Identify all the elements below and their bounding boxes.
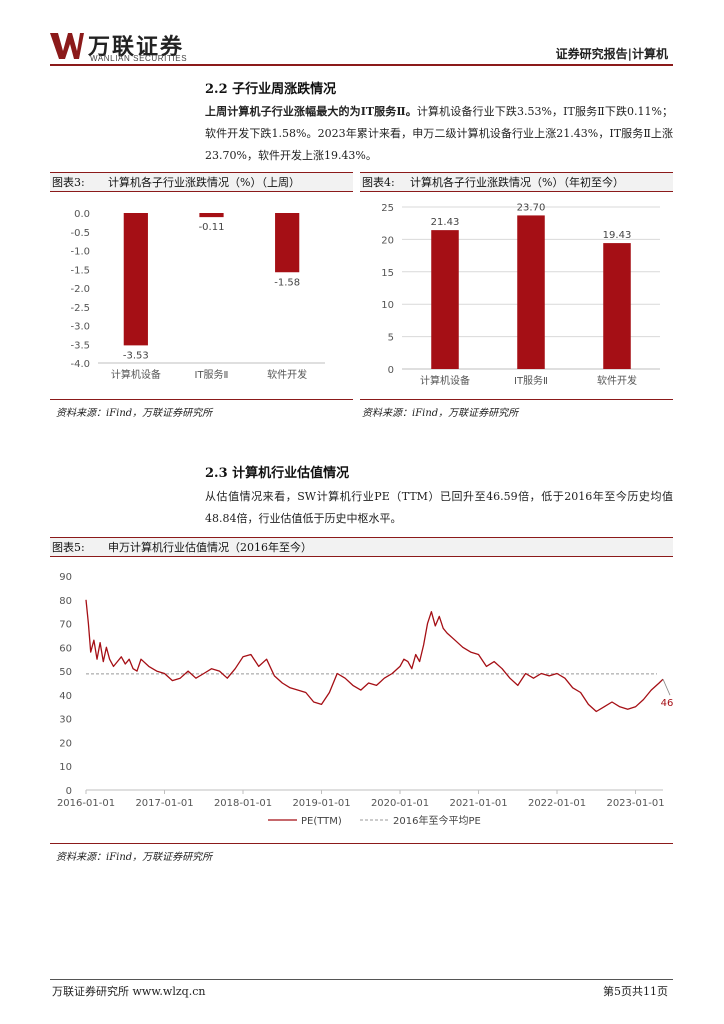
- report-tag: 证券研究报告|计算机: [555, 47, 668, 61]
- bar-value-label: -0.11: [199, 222, 225, 233]
- bar-value-label: -3.53: [123, 350, 149, 361]
- fig5-source-rule: [50, 843, 673, 844]
- legend-pe-label: PE(TTM): [301, 816, 342, 827]
- fig5-header: 图表5: 申万计算机行业估值情况（2016年至今）: [50, 537, 673, 557]
- bar-2: [275, 213, 300, 273]
- fig5-chart: 0 10 20 30 40 50 60 70 80 90 2016-01-01 2017-01-01 2…: [57, 572, 673, 827]
- bar-0: [431, 230, 459, 369]
- y-tick-label: 90: [59, 572, 72, 583]
- footer-page-number: 第5页共11页: [603, 985, 668, 998]
- footer-left: 万联证券研究所 www.wlzq.cn: [52, 985, 206, 998]
- y-tick-label: -2.0: [70, 284, 90, 295]
- y-tick-label: 20: [59, 738, 72, 749]
- y-tick-label: 50: [59, 667, 72, 678]
- y-tick-label: 60: [59, 643, 72, 654]
- fig4-source: 资料来源：iFind，万联证券研究所: [362, 408, 519, 419]
- y-tick-label: -0.5: [70, 228, 90, 239]
- x-tick-label: 2021-01-01: [449, 798, 507, 809]
- y-tick-label: -4.0: [70, 359, 90, 370]
- fig4-header: 图表4: 计算机各子行业涨跌情况（%）（年初至今）: [360, 172, 673, 192]
- x-tick-label: 2018-01-01: [214, 798, 272, 809]
- bar-value-label: -1.58: [274, 277, 300, 288]
- y-tick-label: 30: [59, 715, 72, 726]
- x-tick-label: 2017-01-01: [135, 798, 193, 809]
- x-tick-label: 计算机设备: [111, 368, 161, 381]
- bar-value-label: 19.43: [603, 230, 632, 241]
- y-tick-label: -1.5: [70, 265, 90, 276]
- bar-1: [199, 213, 224, 218]
- fig4-chart: 0 5 10 15 20 25 21.43 计算机设备 23.70 IT服务Ⅱ 19.43 软件开发: [381, 202, 660, 387]
- section-2-2-lead: 上周计算机子行业涨幅最大的为IT服务Ⅱ。: [205, 105, 417, 118]
- end-label-leader: [662, 679, 671, 696]
- fig3-source: 资料来源：iFind，万联证券研究所: [56, 408, 213, 419]
- y-tick-label: -3.5: [70, 340, 90, 351]
- y-tick-label: 70: [59, 620, 72, 631]
- footer-rule: [50, 979, 673, 980]
- fig3-label: 图表3:: [52, 176, 85, 189]
- x-tick-label: 2019-01-01: [292, 798, 350, 809]
- x-tick-label: 2023-01-01: [606, 798, 664, 809]
- pe-ttm-line: [85, 599, 664, 713]
- y-tick-label: 80: [59, 596, 72, 607]
- section-2-3-paragraph: 从估值情况来看，SW计算机行业PE（TTM）已回升至46.59倍，低于2016年…: [205, 490, 673, 525]
- x-tick-label: 2022-01-01: [528, 798, 586, 809]
- y-tick-label: 20: [381, 235, 394, 246]
- section-2-2-paragraph: 上周计算机子行业涨幅最大的为IT服务Ⅱ。计算机设备行业下跌3.53%，IT服务Ⅱ…: [205, 101, 673, 167]
- fig5-label: 图表5:: [52, 541, 85, 554]
- fig4-title: 计算机各子行业涨跌情况（%）（年初至今）: [410, 176, 624, 189]
- bar-2: [603, 243, 631, 369]
- y-tick-label: 25: [381, 203, 394, 214]
- bar-0: [123, 213, 148, 346]
- fig4-label: 图表4:: [362, 176, 395, 189]
- y-tick-label: -2.5: [70, 303, 90, 314]
- section-2-3-title: 2.3 计算机行业估值情况: [205, 466, 350, 481]
- fig3-title: 计算机各子行业涨跌情况（%）（上周）: [108, 176, 300, 189]
- legend-average-label: 2016年至今平均PE: [393, 814, 481, 827]
- wanlian-logo-mark-icon: [50, 31, 84, 65]
- x-tick-label: 2016-01-01: [57, 798, 115, 809]
- x-tick-label: 2020-01-01: [371, 798, 429, 809]
- fig3-source-rule: [50, 399, 353, 400]
- end-value-label: 46.59: [661, 698, 673, 709]
- y-tick-label: -3.0: [70, 322, 90, 333]
- y-tick-label: 0: [66, 786, 72, 797]
- x-tick-label: 计算机设备: [420, 374, 470, 387]
- x-tick-label: 软件开发: [597, 374, 637, 387]
- logo-en: WANLIAN SECURITIES: [90, 54, 188, 63]
- y-tick-label: -1.0: [70, 247, 90, 258]
- bar-value-label: 23.70: [517, 202, 546, 213]
- fig3-chart: 0.0 -0.5 -1.0 -1.5 -2.0 -2.5 -3.0 -3.5 -4.0 -3.53…: [70, 209, 325, 381]
- y-tick-label: 5: [388, 333, 394, 344]
- y-tick-label: 0.0: [74, 209, 90, 220]
- section-2-2-title: 2.2 子行业周涨跌情况: [205, 82, 337, 97]
- y-tick-label: 40: [59, 691, 72, 702]
- x-tick-label: IT服务Ⅱ: [195, 368, 229, 381]
- section-2-2-body: 计算机设备行业下跌3.53%，IT服务Ⅱ下跌0.11%；软件开发下跌1.58%。…: [205, 105, 674, 162]
- y-tick-label: 10: [59, 762, 72, 773]
- y-tick-label: 0: [388, 365, 394, 376]
- fig4-source-rule: [360, 399, 673, 400]
- x-tick-label: IT服务Ⅱ: [514, 374, 548, 387]
- bar-1: [517, 215, 545, 369]
- fig3-header: 图表3: 计算机各子行业涨跌情况（%）（上周）: [50, 172, 353, 192]
- logo-cn: 万联证券: [88, 35, 185, 60]
- y-tick-label: 10: [381, 300, 394, 311]
- bar-value-label: 21.43: [431, 217, 460, 228]
- header-rule: [50, 64, 673, 66]
- y-tick-label: 15: [381, 268, 394, 279]
- fig5-source: 资料来源：iFind，万联证券研究所: [56, 852, 213, 863]
- x-tick-label: 软件开发: [267, 368, 307, 381]
- fig5-title: 申万计算机行业估值情况（2016年至今）: [108, 541, 312, 554]
